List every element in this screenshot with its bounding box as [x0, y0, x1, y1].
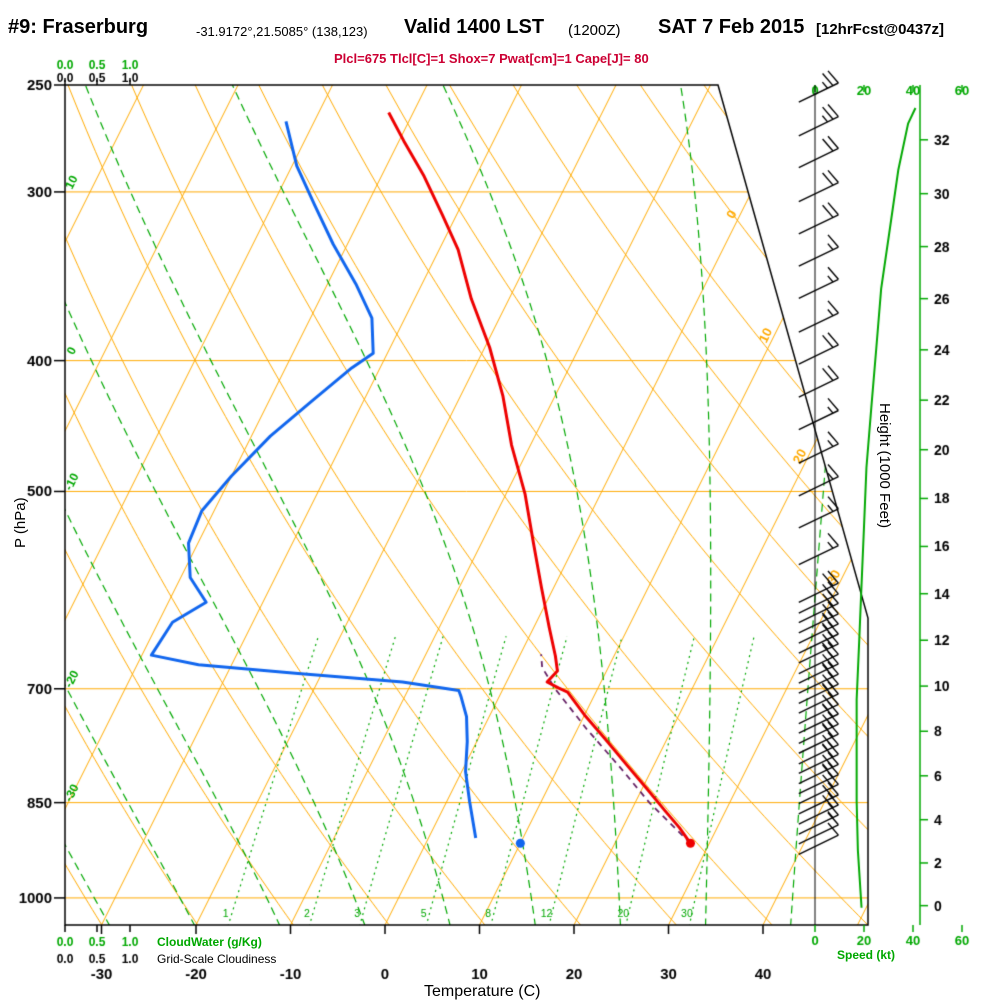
zulu-time: (1200Z): [568, 22, 621, 39]
speed-axis-title: Speed (kt): [837, 948, 896, 962]
valid-date: SAT 7 Feb 2015: [658, 16, 805, 38]
temperature-axis-title: Temperature (C): [424, 983, 541, 1000]
gridscale-axis-title: Grid-Scale Cloudiness: [157, 952, 277, 966]
station-title: #9: Fraserburg: [8, 16, 149, 38]
height-axis-title: Height (1000 Feet): [876, 403, 893, 529]
station-coords: -31.9172°,21.5085° (138,123): [196, 24, 368, 39]
pressure-axis-title: P (hPa): [12, 497, 29, 548]
cloudwater-axis-title: CloudWater (g/Kg): [157, 935, 262, 949]
sounding-params: Plcl=675 Tlcl[C]=1 Shox=7 Pwat[cm]=1 Cap…: [334, 51, 649, 66]
valid-time: Valid 1400 LST: [404, 16, 545, 38]
forecast-info: [12hrFcst@0437z]: [816, 21, 945, 38]
